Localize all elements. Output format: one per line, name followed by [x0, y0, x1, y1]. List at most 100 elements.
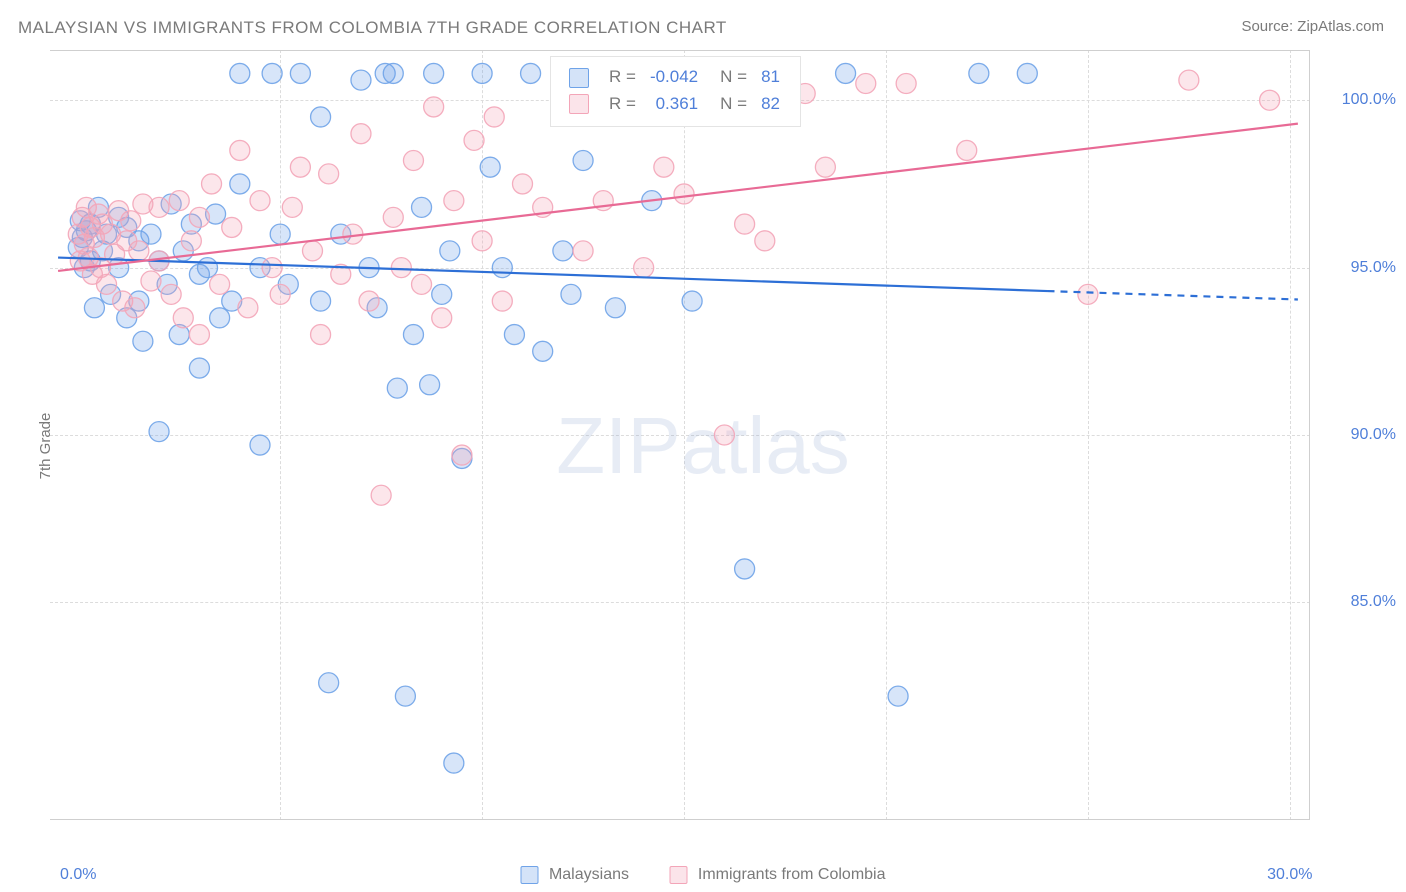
- scatter-point-malaysians: [420, 375, 440, 395]
- scatter-point-colombia: [189, 325, 209, 345]
- scatter-point-colombia: [484, 107, 504, 127]
- scatter-point-colombia: [1260, 90, 1280, 110]
- scatter-point-colombia: [452, 445, 472, 465]
- scatter-point-colombia: [270, 284, 290, 304]
- scatter-point-malaysians: [444, 753, 464, 773]
- scatter-point-colombia: [149, 197, 169, 217]
- scatter-point-colombia: [262, 258, 282, 278]
- scatter-point-malaysians: [262, 63, 282, 83]
- scatter-point-colombia: [634, 258, 654, 278]
- legend-bottom: Malaysians Immigrants from Colombia: [503, 866, 904, 884]
- scatter-point-malaysians: [84, 298, 104, 318]
- scatter-point-colombia: [97, 274, 117, 294]
- scatter-point-colombia: [1179, 70, 1199, 90]
- correlation-table: R = -0.042 N = 81 R = 0.361 N = 82: [561, 63, 788, 118]
- scatter-point-colombia: [856, 73, 876, 93]
- scatter-point-malaysians: [735, 559, 755, 579]
- source-label: Source: ZipAtlas.com: [1241, 18, 1384, 35]
- scatter-point-colombia: [755, 231, 775, 251]
- scatter-point-malaysians: [403, 325, 423, 345]
- scatter-point-colombia: [311, 325, 331, 345]
- scatter-point-colombia: [250, 191, 270, 211]
- y-tick-label: 100.0%: [1342, 91, 1396, 109]
- scatter-point-colombia: [714, 425, 734, 445]
- scatter-point-colombia: [492, 291, 512, 311]
- scatter-point-colombia: [383, 207, 403, 227]
- scatter-point-malaysians: [311, 291, 331, 311]
- scatter-point-malaysians: [133, 331, 153, 351]
- scatter-point-colombia: [424, 97, 444, 117]
- scatter-point-malaysians: [553, 241, 573, 261]
- scatter-point-colombia: [161, 284, 181, 304]
- scatter-point-colombia: [230, 140, 250, 160]
- scatter-point-malaysians: [480, 157, 500, 177]
- scatter-point-colombia: [129, 241, 149, 261]
- y-tick-label: 85.0%: [1351, 593, 1396, 611]
- r-value-2: 0.361: [644, 92, 704, 117]
- scatter-point-malaysians: [432, 284, 452, 304]
- scatter-point-colombia: [412, 274, 432, 294]
- scatter-point-colombia: [957, 140, 977, 160]
- scatter-point-colombia: [125, 298, 145, 318]
- scatter-point-colombia: [121, 211, 141, 231]
- scatter-point-colombia: [290, 157, 310, 177]
- correlation-row-1: R = -0.042 N = 81: [563, 65, 786, 90]
- scatter-point-colombia: [472, 231, 492, 251]
- chart-title: MALAYSIAN VS IMMIGRANTS FROM COLOMBIA 7T…: [18, 18, 727, 38]
- scatter-point-colombia: [319, 164, 339, 184]
- scatter-point-colombia: [444, 191, 464, 211]
- scatter-point-colombia: [403, 150, 423, 170]
- scatter-point-colombia: [202, 174, 222, 194]
- scatter-point-colombia: [432, 308, 452, 328]
- scatter-point-malaysians: [682, 291, 702, 311]
- scatter-point-malaysians: [492, 258, 512, 278]
- scatter-point-colombia: [464, 130, 484, 150]
- scatter-point-colombia: [1078, 284, 1098, 304]
- scatter-point-malaysians: [290, 63, 310, 83]
- scatter-point-malaysians: [250, 435, 270, 455]
- scatter-point-malaysians: [561, 284, 581, 304]
- legend-item-2: Immigrants from Colombia: [669, 866, 885, 883]
- scatter-point-colombia: [282, 197, 302, 217]
- scatter-point-malaysians: [888, 686, 908, 706]
- scatter-point-colombia: [222, 217, 242, 237]
- scatter-point-malaysians: [440, 241, 460, 261]
- scatter-point-malaysians: [383, 63, 403, 83]
- scatter-point-malaysians: [472, 63, 492, 83]
- swatch-series-2: [569, 94, 589, 114]
- scatter-point-colombia: [303, 241, 323, 261]
- scatter-point-malaysians: [189, 358, 209, 378]
- n-value-2: 82: [755, 92, 786, 117]
- scatter-chart: [50, 50, 1310, 820]
- scatter-point-malaysians: [270, 224, 290, 244]
- scatter-point-malaysians: [969, 63, 989, 83]
- scatter-point-colombia: [815, 157, 835, 177]
- scatter-point-malaysians: [149, 422, 169, 442]
- scatter-point-colombia: [359, 291, 379, 311]
- swatch-series-1: [569, 68, 589, 88]
- scatter-point-malaysians: [230, 174, 250, 194]
- scatter-point-colombia: [371, 485, 391, 505]
- scatter-point-colombia: [735, 214, 755, 234]
- scatter-point-colombia: [173, 308, 193, 328]
- scatter-point-malaysians: [141, 224, 161, 244]
- legend-label-1: Malaysians: [549, 866, 629, 883]
- scatter-point-colombia: [391, 258, 411, 278]
- scatter-point-malaysians: [198, 258, 218, 278]
- legend-item-1: Malaysians: [521, 866, 634, 883]
- scatter-point-malaysians: [387, 378, 407, 398]
- scatter-point-malaysians: [311, 107, 331, 127]
- legend-label-2: Immigrants from Colombia: [698, 866, 886, 883]
- scatter-point-malaysians: [605, 298, 625, 318]
- y-tick-label: 90.0%: [1351, 426, 1396, 444]
- scatter-point-malaysians: [836, 63, 856, 83]
- scatter-point-colombia: [238, 298, 258, 318]
- scatter-point-malaysians: [319, 673, 339, 693]
- y-tick-label: 95.0%: [1351, 259, 1396, 277]
- swatch-bottom-2: [669, 866, 687, 884]
- scatter-point-colombia: [573, 241, 593, 261]
- correlation-row-2: R = 0.361 N = 82: [563, 92, 786, 117]
- n-value-1: 81: [755, 65, 786, 90]
- scatter-point-colombia: [141, 271, 161, 291]
- swatch-bottom-1: [521, 866, 539, 884]
